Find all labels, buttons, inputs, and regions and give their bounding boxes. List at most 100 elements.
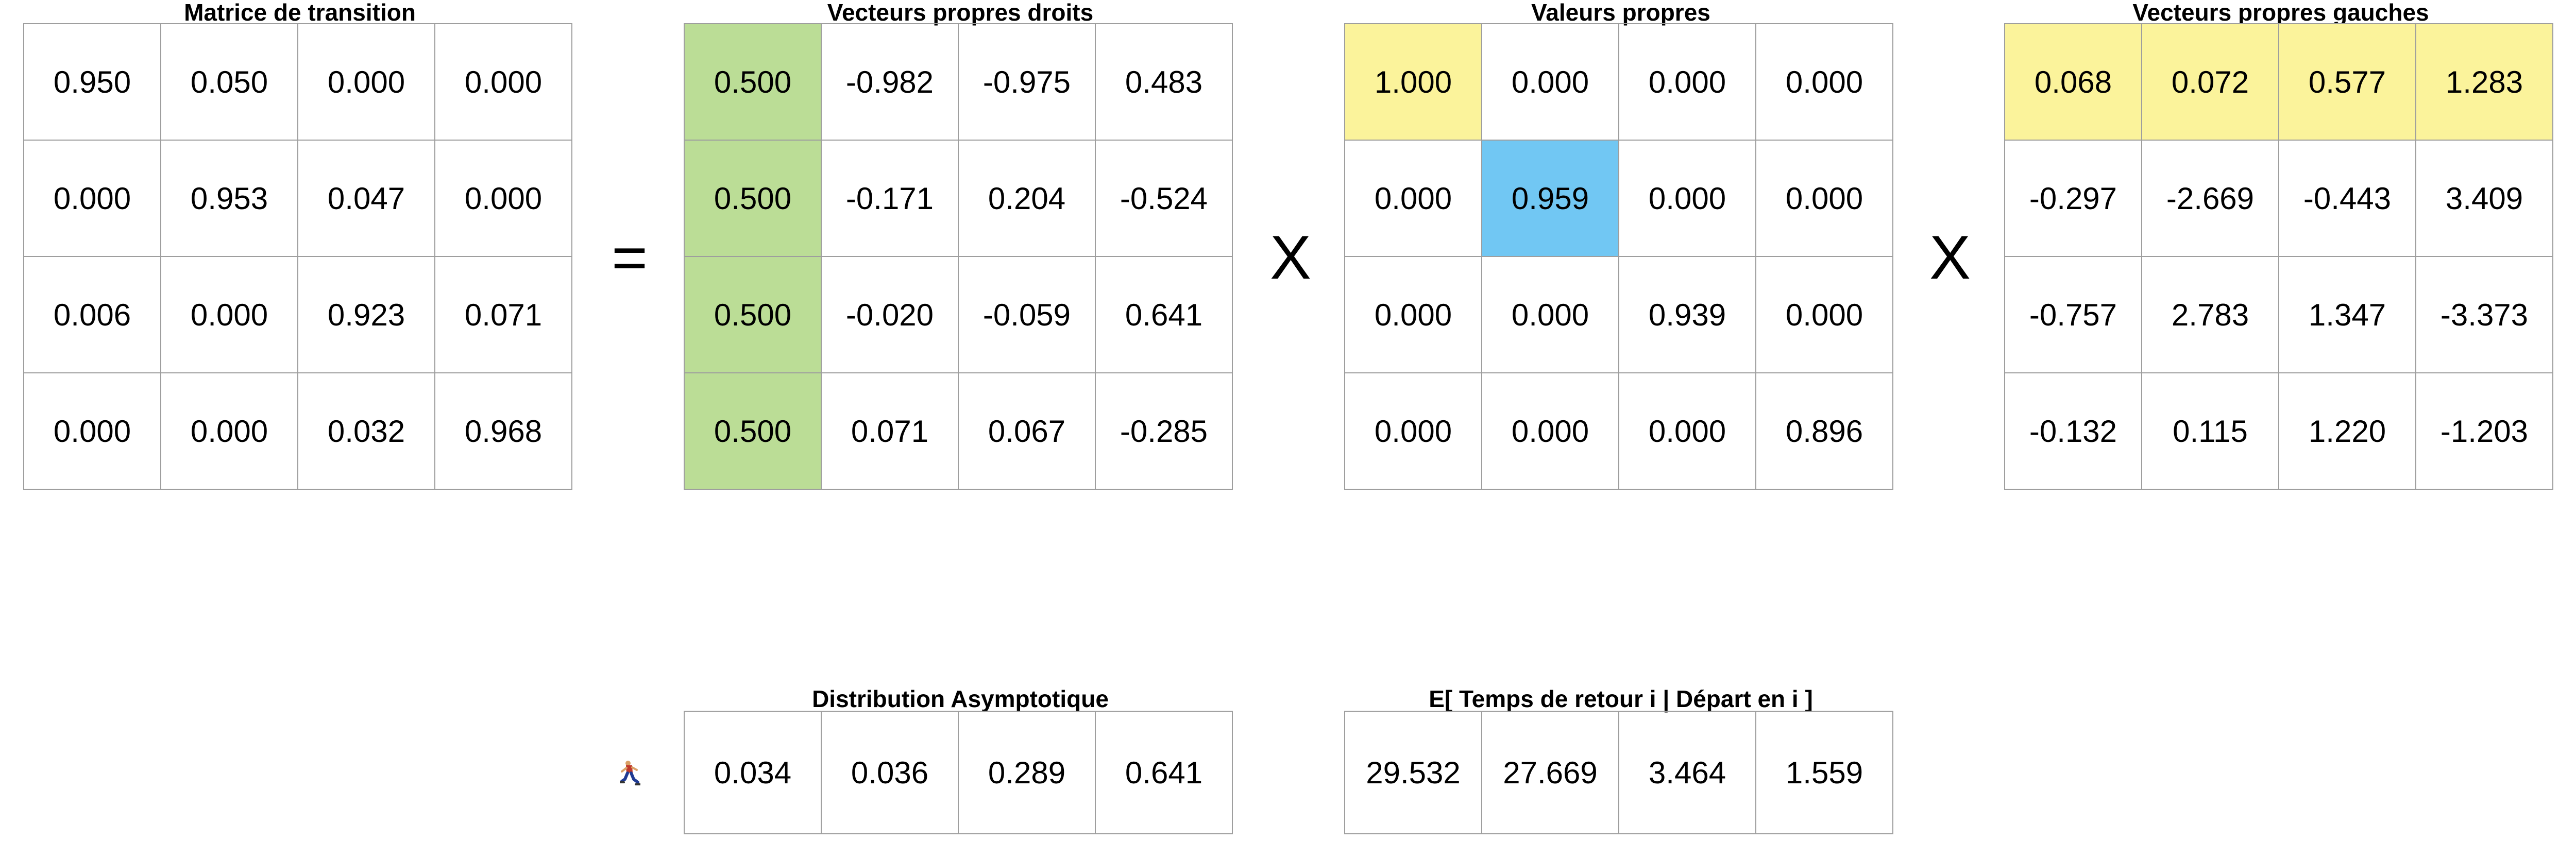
matrix-cell: 1.220 — [2278, 372, 2416, 490]
matrix-cell: 0.500 — [684, 140, 822, 257]
matrix-cell: -0.297 — [2004, 140, 2142, 257]
matrix-cell: 1.347 — [2278, 256, 2416, 373]
matrix-row: 0.950 0.050 0.000 0.000 — [23, 23, 572, 141]
matrix-cell: 0.500 — [684, 23, 822, 141]
multiply-sign: X — [1929, 223, 1971, 292]
matrix-cell: 0.000 — [1481, 256, 1619, 373]
matrix-row: -0.757 2.783 1.347 -3.373 — [2004, 256, 2553, 373]
matrix-cell: -2.669 — [2141, 140, 2279, 257]
matrix-cell: 0.000 — [1481, 372, 1619, 490]
matrix-cell: 27.669 — [1481, 711, 1619, 834]
matrix-cell: 0.000 — [1481, 23, 1619, 141]
equals-sign: = — [611, 223, 648, 292]
matrix-row: 0.500 -0.020 -0.059 0.641 — [684, 256, 1233, 373]
matrix-cell: 0.000 — [1344, 372, 1482, 490]
right-eigenvectors-matrix: 0.500 -0.982 -0.975 0.483 0.500 -0.171 0… — [684, 23, 1233, 490]
matrix-row: 0.000 0.000 0.000 0.896 — [1344, 372, 1893, 490]
matrix-row: -0.297 -2.669 -0.443 3.409 — [2004, 140, 2553, 257]
left-eigenvectors-matrix: 0.068 0.072 0.577 1.283 -0.297 -2.669 -0… — [2004, 23, 2553, 490]
matrix-cell: 0.000 — [23, 140, 161, 257]
matrix-cell: -0.982 — [821, 23, 959, 141]
matrix-cell: 0.072 — [2141, 23, 2279, 141]
matrix-row: 0.000 0.000 0.032 0.968 — [23, 372, 572, 490]
matrix-cell: 0.000 — [1618, 23, 1756, 141]
matrix-row: 0.000 0.953 0.047 0.000 — [23, 140, 572, 257]
matrix-cell: 0.000 — [1755, 256, 1893, 373]
matrix-row: 29.532 27.669 3.464 1.559 — [1344, 711, 1893, 834]
matrix-cell: 0.032 — [297, 372, 435, 490]
runner-icon — [620, 761, 640, 785]
matrix-cell: 0.000 — [1755, 140, 1893, 257]
matrix-cell: 0.000 — [160, 256, 298, 373]
matrix-cell: 0.896 — [1755, 372, 1893, 490]
matrix-cell: 0.000 — [434, 140, 572, 257]
matrix-row: 1.000 0.000 0.000 0.000 — [1344, 23, 1893, 141]
matrix-cell: 0.968 — [434, 372, 572, 490]
matrix-cell: 0.939 — [1618, 256, 1756, 373]
matrix-cell: 1.000 — [1344, 23, 1482, 141]
matrix-cell: 2.783 — [2141, 256, 2279, 373]
matrix-cell: 0.067 — [958, 372, 1096, 490]
matrix-cell: -0.059 — [958, 256, 1096, 373]
matrix-row: 0.006 0.000 0.923 0.071 — [23, 256, 572, 373]
matrix-cell: -0.132 — [2004, 372, 2142, 490]
matrix-cell: -0.171 — [821, 140, 959, 257]
matrix-cell: 0.000 — [23, 372, 161, 490]
transition-matrix-title: Matrice de transition — [184, 0, 416, 26]
left-eigenvectors-title: Vecteurs propres gauches — [2132, 0, 2429, 26]
matrix-cell: 0.289 — [958, 711, 1096, 834]
matrix-cell: -0.524 — [1095, 140, 1233, 257]
matrix-cell: 0.115 — [2141, 372, 2279, 490]
asymptotic-distribution-row: 0.034 0.036 0.289 0.641 — [684, 711, 1233, 834]
matrix-cell: 1.283 — [2415, 23, 2553, 141]
matrix-cell: -0.020 — [821, 256, 959, 373]
matrix-cell: 0.641 — [1095, 256, 1233, 373]
matrix-cell: 0.641 — [1095, 711, 1233, 834]
return-time-title: E[ Temps de retour i | Départ en i ] — [1429, 685, 1813, 712]
matrix-cell: 0.953 — [160, 140, 298, 257]
matrix-cell: 0.000 — [1344, 256, 1482, 373]
right-eigenvectors-title: Vecteurs propres droits — [827, 0, 1094, 26]
matrix-cell: -0.757 — [2004, 256, 2142, 373]
matrix-cell: 1.559 — [1755, 711, 1893, 834]
matrix-cell: 0.000 — [297, 23, 435, 141]
matrix-cell: 0.000 — [1618, 140, 1756, 257]
matrix-cell: 0.034 — [684, 711, 822, 834]
matrix-cell: 0.959 — [1481, 140, 1619, 257]
matrix-cell: -1.203 — [2415, 372, 2553, 490]
matrix-cell: -0.975 — [958, 23, 1096, 141]
matrix-cell: 0.500 — [684, 256, 822, 373]
matrix-row: 0.034 0.036 0.289 0.641 — [684, 711, 1233, 834]
matrix-row: 0.068 0.072 0.577 1.283 — [2004, 23, 2553, 141]
matrix-cell: 0.068 — [2004, 23, 2142, 141]
matrix-cell: 0.923 — [297, 256, 435, 373]
matrix-cell: 0.000 — [160, 372, 298, 490]
matrix-cell: 0.000 — [1344, 140, 1482, 257]
return-time-row: 29.532 27.669 3.464 1.559 — [1344, 711, 1893, 834]
matrix-row: 0.000 0.959 0.000 0.000 — [1344, 140, 1893, 257]
transition-matrix: 0.950 0.050 0.000 0.000 0.000 0.953 0.04… — [23, 23, 572, 490]
matrix-cell: 0.000 — [434, 23, 572, 141]
matrix-cell: 0.006 — [23, 256, 161, 373]
matrix-cell: -0.285 — [1095, 372, 1233, 490]
eigenvalues-matrix: 1.000 0.000 0.000 0.000 0.000 0.959 0.00… — [1344, 23, 1893, 490]
matrix-row: 0.500 -0.171 0.204 -0.524 — [684, 140, 1233, 257]
matrix-row: 0.500 -0.982 -0.975 0.483 — [684, 23, 1233, 141]
matrix-row: -0.132 0.115 1.220 -1.203 — [2004, 372, 2553, 490]
matrix-cell: 0.071 — [434, 256, 572, 373]
matrix-cell: 29.532 — [1344, 711, 1482, 834]
matrix-cell: 0.000 — [1618, 372, 1756, 490]
matrix-cell: 0.050 — [160, 23, 298, 141]
matrix-cell: -3.373 — [2415, 256, 2553, 373]
matrix-cell: 0.577 — [2278, 23, 2416, 141]
matrix-cell: 0.950 — [23, 23, 161, 141]
matrix-cell: 0.500 — [684, 372, 822, 490]
matrix-cell: 0.036 — [821, 711, 959, 834]
matrix-cell: 0.204 — [958, 140, 1096, 257]
matrix-row: 0.500 0.071 0.067 -0.285 — [684, 372, 1233, 490]
matrix-cell: 0.071 — [821, 372, 959, 490]
eigenvalues-title: Valeurs propres — [1531, 0, 1710, 26]
matrix-cell: -0.443 — [2278, 140, 2416, 257]
asymptotic-distribution-title: Distribution Asymptotique — [812, 685, 1109, 712]
matrix-cell: 3.464 — [1618, 711, 1756, 834]
